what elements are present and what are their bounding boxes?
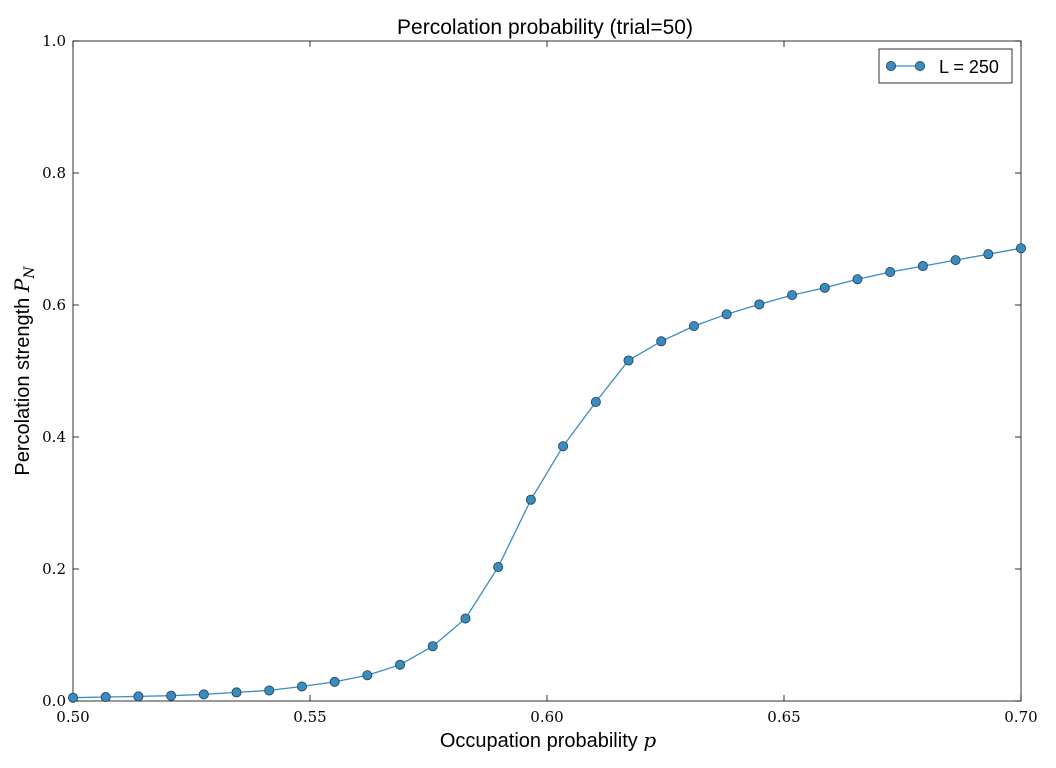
data-point xyxy=(688,321,699,332)
data-point xyxy=(395,659,406,670)
axis-ticks: 0.50 0.55 0.60 0.65 0.70 0.0 0.2 0.4 0.6 0.8 1.0 xyxy=(42,32,1038,726)
x-axis-label: Occupation probability p xyxy=(440,728,656,752)
x-tick-label: 0.50 xyxy=(56,708,89,726)
y-tick-label: 0.6 xyxy=(42,296,66,314)
data-point xyxy=(885,266,896,277)
legend-label: L = 250 xyxy=(939,57,999,77)
x-axis-label-text: Occupation probability xyxy=(440,730,638,752)
series-line xyxy=(72,247,1022,699)
y-axis-symbol: P xyxy=(10,278,34,293)
data-point xyxy=(231,687,242,698)
x-tick-label: 0.65 xyxy=(767,708,800,726)
y-tick-label: 0.0 xyxy=(42,692,66,710)
data-point xyxy=(198,689,209,700)
y-axis-label-text: Percolation strength xyxy=(12,298,34,476)
data-point xyxy=(558,441,569,452)
plot-area xyxy=(72,40,1022,702)
data-point xyxy=(917,261,928,272)
x-tick-label: 0.55 xyxy=(293,708,326,726)
chart-title: Percolation probability (trial=50) xyxy=(397,16,693,39)
data-point xyxy=(264,685,275,696)
data-point xyxy=(362,670,373,681)
series-layer xyxy=(68,243,1027,703)
data-point xyxy=(68,692,79,703)
x-tick-label: 0.60 xyxy=(530,708,563,726)
data-point xyxy=(329,676,340,687)
legend-marker xyxy=(915,61,926,72)
legend: L = 250 xyxy=(878,48,1013,84)
x-tick-label: 0.70 xyxy=(1004,708,1037,726)
data-point xyxy=(100,692,111,703)
data-point xyxy=(950,255,961,266)
y-axis-subscript: N xyxy=(22,266,38,280)
data-point xyxy=(296,681,307,692)
data-point xyxy=(852,274,863,285)
data-point xyxy=(721,309,732,320)
data-point xyxy=(754,299,765,310)
y-axis-label: Percolation strength PN xyxy=(10,266,38,476)
y-tick-label: 1.0 xyxy=(42,32,66,50)
data-point xyxy=(983,249,994,260)
data-point xyxy=(427,641,438,652)
y-tick-label: 0.2 xyxy=(42,560,66,578)
data-point xyxy=(460,613,471,624)
data-point xyxy=(819,282,830,293)
data-point xyxy=(493,562,504,573)
x-axis-symbol: p xyxy=(643,728,656,752)
data-point xyxy=(656,336,667,347)
data-point xyxy=(525,494,536,505)
data-point xyxy=(166,690,177,701)
data-point xyxy=(590,397,601,408)
data-point xyxy=(787,290,798,301)
data-point xyxy=(1016,243,1027,254)
y-tick-label: 0.8 xyxy=(42,164,66,182)
y-tick-label: 0.4 xyxy=(42,428,66,446)
data-point xyxy=(623,355,634,366)
legend-marker xyxy=(886,61,897,72)
data-point xyxy=(133,691,144,702)
